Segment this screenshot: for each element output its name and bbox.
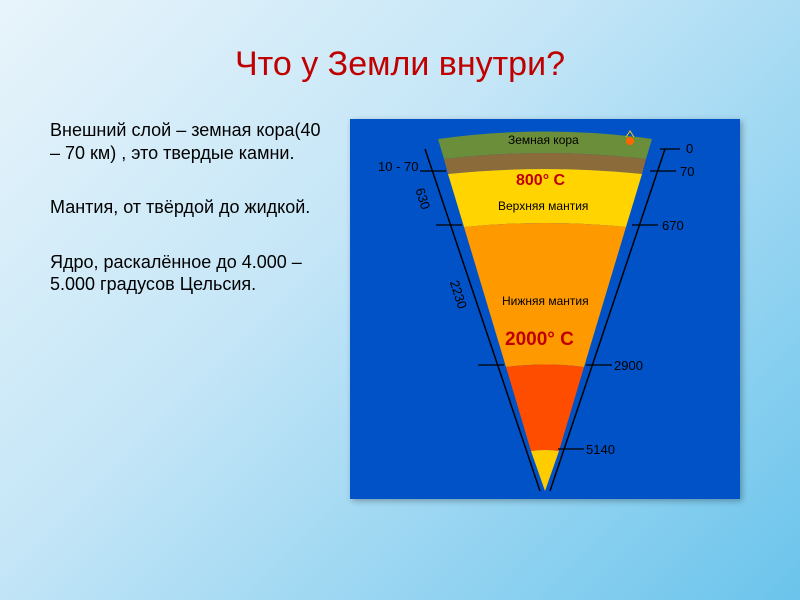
page-title: Что у Земли внутри?	[0, 0, 800, 84]
para-mantle: Мантия, от твёрдой до жидкой.	[50, 196, 335, 219]
inner-core	[531, 450, 559, 491]
para-crust: Внешний слой – земная кора(40 – 70 км) ,…	[50, 119, 335, 164]
outer-core	[506, 365, 584, 452]
earth-diagram: Земная кора Верхняя мантия Нижняя мантия…	[350, 119, 740, 499]
label-crust: Земная кора	[508, 133, 579, 147]
thick-crust: 10 - 70	[378, 159, 418, 174]
temp-upper: 800° С	[516, 172, 565, 190]
para-core: Ядро, раскалённое до 4.000 – 5.000 граду…	[50, 251, 335, 296]
label-lower-mantle: Нижняя мантия	[502, 294, 589, 308]
label-upper-mantle: Верхняя мантия	[498, 199, 588, 213]
volcano-icon	[626, 137, 634, 145]
depth-70: 70	[680, 164, 694, 179]
depth-0: 0	[686, 141, 693, 156]
temp-lower: 2000° C	[505, 329, 574, 351]
depth-2900: 2900	[614, 358, 643, 373]
depth-5140: 5140	[586, 442, 615, 457]
content-row: Внешний слой – земная кора(40 – 70 км) ,…	[0, 84, 800, 499]
depth-670: 670	[662, 218, 684, 233]
text-column: Внешний слой – земная кора(40 – 70 км) ,…	[50, 119, 350, 499]
diagram-inner: Земная кора Верхняя мантия Нижняя мантия…	[350, 119, 740, 499]
